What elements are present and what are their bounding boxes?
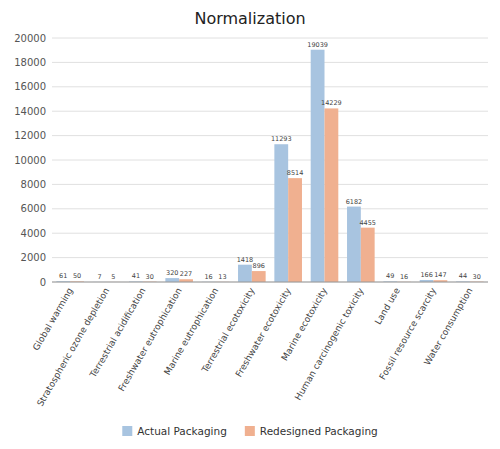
x-axis: Global warmingStratospheric ozone deplet… [31, 285, 475, 408]
legend-swatch [122, 426, 132, 436]
grid-line [52, 184, 488, 185]
data-label: 30 [146, 273, 154, 281]
data-label: 11293 [271, 135, 292, 143]
x-tick-label: Freshwater eutrophication [116, 286, 184, 393]
bars [56, 50, 483, 282]
bar [238, 265, 252, 282]
legend: Actual Packaging Redesigned Packaging [122, 425, 377, 437]
grid-line [52, 233, 488, 234]
bar [165, 278, 179, 282]
y-tick-label: 14000 [14, 106, 46, 117]
y-tick-label: 6000 [21, 203, 46, 214]
bar [288, 178, 302, 282]
legend-entry: Actual Packaging [137, 425, 227, 437]
data-label: 6182 [346, 198, 363, 206]
grid-line [52, 160, 488, 161]
data-label: 44 [459, 272, 467, 280]
data-label: 7 [98, 273, 102, 281]
y-tick-label: 10000 [14, 155, 46, 166]
x-tick-label: Water consumption [422, 286, 475, 367]
data-label: 30 [473, 273, 481, 281]
data-label: 41 [132, 272, 140, 280]
x-tick-label: Human carcinogenic toxicity [293, 285, 366, 402]
title: Normalization [194, 9, 305, 28]
grid-line [52, 38, 488, 39]
y-tick-label: 8000 [21, 179, 46, 190]
y-tick-label: 0 [40, 277, 46, 288]
data-label: 61 [59, 272, 67, 280]
bar [274, 144, 288, 282]
data-labels: 61 7 41 320 16 1418 11293 19039 6182 49 166 44 50 5 30… [59, 41, 481, 281]
x-axis-line [52, 282, 488, 283]
bar [252, 271, 266, 282]
data-label: 4455 [359, 219, 376, 227]
data-label: 19039 [307, 41, 328, 49]
x-tick-label: Stratospheric ozone depletion [35, 286, 111, 408]
y-tick-label: 16000 [14, 81, 46, 92]
page: {"chart_data": {"type": "bar", "title": … [0, 0, 500, 449]
data-label: 5 [111, 273, 115, 281]
bar [361, 228, 375, 282]
data-label: 13 [218, 273, 226, 281]
data-label: 166 [420, 271, 432, 279]
legend-swatch [245, 426, 255, 436]
grid-line [52, 62, 488, 63]
grid-line [52, 208, 488, 209]
y-tick-label: 2000 [21, 252, 46, 263]
grid-line [52, 111, 488, 112]
legend-entry: Redesigned Packaging [260, 425, 378, 437]
grid-line [52, 86, 488, 87]
x-tick-label: Global warming [31, 286, 75, 352]
y-axis: 0 2000 4000 6000 8000 10000 12000 14000 16000 180… [14, 33, 46, 288]
x-tick-label: Freshwater ecotoxicity [234, 285, 294, 378]
grid-line [52, 282, 488, 283]
grid [52, 38, 488, 282]
data-label: 1418 [237, 256, 254, 264]
y-tick-label: 20000 [14, 33, 46, 44]
y-tick-label: 18000 [14, 57, 46, 68]
bar [311, 50, 325, 282]
data-label: 227 [180, 270, 192, 278]
y-tick-label: 4000 [21, 228, 46, 239]
data-label: 14229 [321, 99, 342, 107]
x-tick-label: Land use [373, 286, 402, 327]
data-label: 16 [400, 273, 408, 281]
data-label: 16 [204, 273, 212, 281]
data-label: 49 [386, 272, 394, 280]
data-label: 50 [73, 272, 81, 280]
chart: Normalization 0 2000 4000 6000 8000 10000 12000… [0, 0, 500, 449]
grid-line [52, 257, 488, 258]
data-label: 147 [434, 271, 446, 279]
data-label: 896 [253, 262, 265, 270]
data-label: 320 [166, 269, 178, 277]
data-label: 8514 [287, 169, 304, 177]
y-tick-label: 12000 [14, 130, 46, 141]
bar [325, 108, 339, 282]
